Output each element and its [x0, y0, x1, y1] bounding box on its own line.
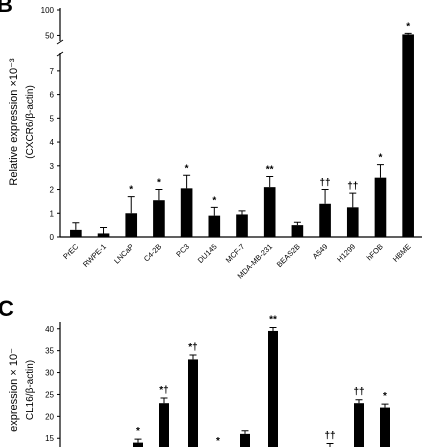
panel-c-error-bar — [269, 326, 277, 331]
panel-c-ylabel: expression × 10⁻ — [8, 348, 20, 432]
panel-b-x-tick-label: C4-2B — [142, 242, 163, 263]
panel-b-error-bar — [100, 227, 108, 234]
panel-b-x-tick-label: MCF-7 — [224, 242, 247, 265]
panel-c-significance: †† — [353, 387, 364, 398]
panel-b-error-bar — [404, 32, 412, 35]
panel-c-chart: expression × 10⁻ CL16/β-actin) 15 20 25 30 3… — [8, 314, 390, 447]
panel-c-bar — [268, 330, 278, 447]
panel-b-x-tick-label: BEAS2B — [275, 242, 302, 269]
panel-b-x-tick-label: A549 — [311, 242, 330, 261]
panel-c-error-bar — [241, 430, 249, 434]
panel-b-x-tick-label: H1299 — [335, 242, 357, 264]
panel-c-error-bar — [326, 442, 334, 447]
panel-b-error-bar — [349, 192, 357, 208]
panel-c-error-bar — [355, 399, 363, 404]
panel-c-error-bar — [189, 354, 197, 360]
panel-b-bar — [180, 188, 193, 237]
panel-b-bar — [263, 187, 276, 237]
panel-b-significance: * — [157, 178, 161, 189]
panel-c-y-tick-label: 35 — [45, 347, 54, 356]
panel-b-error-bar — [210, 206, 218, 216]
panel-b-axis-break — [56, 39, 64, 57]
panel-c-significance: ** — [269, 314, 277, 325]
panel-c-bar — [188, 359, 198, 447]
panel-c-significance: * — [136, 426, 140, 437]
panel-c-bar — [159, 403, 169, 447]
panel-b-significance: †† — [320, 178, 331, 189]
panel-b-letter: B — [0, 0, 13, 17]
panel-b-y-tick-label: 6 — [50, 91, 55, 100]
panel-b-x-tick-label: RWPE-1 — [81, 242, 108, 269]
panel-b-significance: * — [379, 153, 383, 164]
panel-c-y-tick-label: 25 — [45, 390, 54, 399]
panel-c-error-bar — [134, 438, 142, 443]
panel-b-y-tick-label: 50 — [45, 31, 54, 40]
panel-b-x-tick-label: PrEC — [61, 242, 80, 261]
panel-c-letter: C — [0, 296, 14, 321]
panel-c-significance: †† — [324, 430, 335, 441]
panel-b-error-bar — [238, 210, 246, 215]
panel-b-x-tick-label: PC3 — [174, 242, 191, 259]
panel-b-y-tick-label: 2 — [50, 186, 55, 195]
panel-c-error-bar — [381, 403, 389, 408]
panel-b-bar — [70, 229, 82, 237]
panel-b-error-bar — [155, 189, 163, 201]
panel-b-bar — [402, 34, 414, 237]
panel-b-x-tick-label: HBME — [391, 242, 413, 264]
panel-c-ylabel-sub: CL16/β-actin) — [25, 360, 36, 420]
panel-b-bar — [291, 225, 304, 237]
panel-c-error-bar — [160, 397, 168, 404]
panel-c-bar — [240, 433, 250, 447]
panel-c-y-tick-label: 40 — [45, 325, 54, 334]
panel-b-ylabel: Relative expression ×10⁻³ — [8, 58, 20, 186]
panel-b-chart: Relative expression ×10⁻³ (CXCR6/β-actin… — [8, 6, 422, 281]
panel-b-y-tick-label: 100 — [41, 6, 55, 15]
panel-c-y-tick-label: 20 — [45, 412, 54, 421]
panel-b-error-bar — [321, 189, 329, 204]
panel-c-y-tick-label: 15 — [45, 434, 54, 443]
panel-b-x-tick-label: hFOB — [365, 242, 385, 262]
panel-b-x-tick-label: LNCaP — [112, 242, 135, 265]
panel-b-significance: * — [129, 185, 133, 196]
panel-b-bar — [374, 177, 387, 237]
panel-c-significance: *† — [159, 385, 168, 396]
panel-b-significance: * — [212, 195, 216, 206]
panel-b-bar — [97, 233, 110, 237]
panel-b-error-bar — [266, 175, 274, 188]
panel-c-bar — [354, 403, 364, 447]
panel-b-y-tick-label: 3 — [50, 162, 55, 171]
panel-b-bar — [153, 200, 165, 237]
panel-b-significance: †† — [347, 181, 358, 192]
panel-b-significance: ** — [266, 164, 274, 175]
panel-b-error-bar — [127, 196, 135, 214]
panel-b-bar — [319, 203, 331, 237]
panel-b-error-bar — [183, 174, 191, 189]
panel-c-bar — [380, 407, 390, 447]
panel-b-error-bar — [72, 222, 80, 230]
panel-b-bar — [346, 207, 359, 237]
panel-c-significance: * — [216, 436, 220, 447]
panel-b-significance: * — [185, 163, 189, 174]
panel-c-significance: *† — [188, 342, 197, 353]
panel-b-bar — [125, 213, 138, 237]
panel-b-ylabel-sub: (CXCR6/β-actin) — [25, 85, 36, 159]
panel-b-error-bar — [376, 164, 384, 178]
panel-b-error-bar — [293, 221, 301, 226]
panel-b-bar — [208, 215, 221, 237]
panel-b-y-tick-label: 5 — [50, 114, 55, 123]
panel-b-y-tick-label: 4 — [50, 138, 55, 147]
panel-b-significance: * — [406, 21, 410, 32]
panel-b-x-tick-label: DU145 — [196, 242, 219, 265]
panel-b-y-tick-label: 1 — [50, 209, 55, 218]
panel-c-significance: * — [383, 391, 387, 402]
panel-b-y-tick-label: 7 — [50, 67, 55, 76]
panel-b-y-tick-label: 0 — [50, 233, 55, 242]
panel-c-y-tick-label: 30 — [45, 369, 54, 378]
panel-b-bar — [236, 214, 248, 237]
panel-c-bar — [133, 442, 143, 447]
